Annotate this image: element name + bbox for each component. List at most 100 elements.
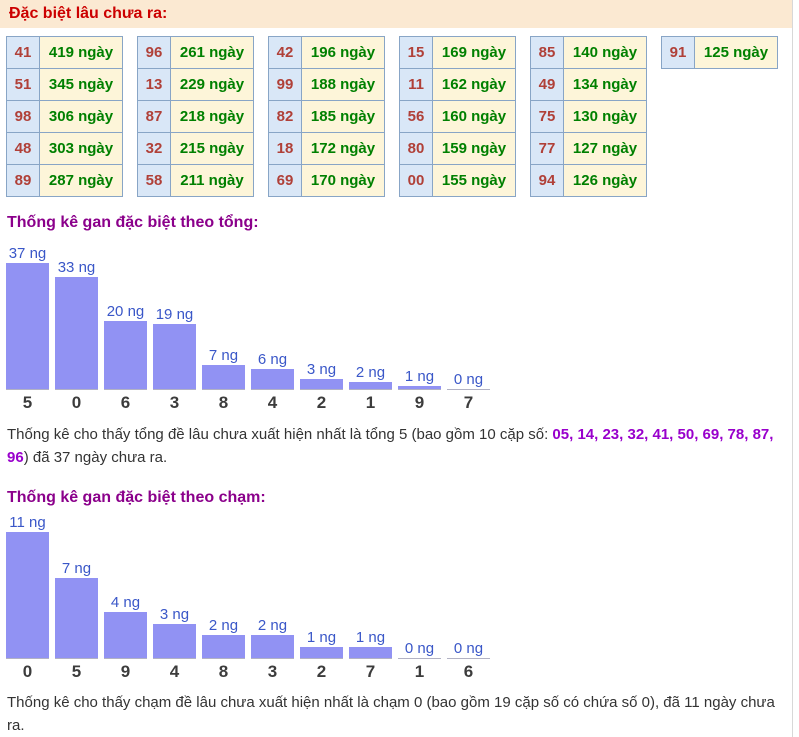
pair-number-cell: 94 [530,164,564,197]
bar-category-label: 0 [71,393,82,412]
pair-number-cell: 82 [268,100,302,133]
bar [153,324,196,389]
table-row: 48 303 ngày [6,132,123,165]
gan-table: 15 169 ngày 11 162 ngày 56 160 ngày 80 159 ngày… [399,36,516,197]
bar [251,635,294,658]
bar [251,369,294,389]
bar-category-label: 4 [169,662,180,681]
pair-number-cell: 42 [268,36,302,69]
pair-number-cell: 96 [137,36,171,69]
pair-number-cell: 89 [6,164,40,197]
pair-number-cell: 00 [399,164,433,197]
table-row: 41 419 ngày [6,36,123,69]
bar-column: 0 ng 1 [398,514,441,682]
bar-stack: 19 ng [153,245,196,390]
table-row: 77 127 ngày [530,132,647,165]
days-count-cell: 162 ngày [432,68,516,101]
gan-table: 91 125 ngày [661,36,778,69]
bar-value-label: 1 ng [404,368,435,385]
bar-category-label: 5 [22,393,33,412]
bar-stack: 1 ng [398,245,441,390]
table-row: 11 162 ngày [399,68,516,101]
bar-stack: 3 ng [300,245,343,390]
bar-category-label: 4 [267,393,278,412]
bar-stack: 2 ng [202,514,245,659]
bar-value-label: 7 ng [208,347,239,364]
pair-number-cell: 32 [137,132,171,165]
tong-chart-title: Thống kê gan đặc biệt theo tổng: [7,214,259,231]
bar [104,612,147,658]
bar-column: 2 ng 1 [349,245,392,413]
gan-table-section: 41 419 ngày 51 345 ngày 98 306 ngày 48 303 ngày… [6,36,792,197]
bar-value-label: 0 ng [404,640,435,657]
bar-value-label: 37 ng [8,245,47,262]
days-count-cell: 188 ngày [301,68,385,101]
bar-stack: 33 ng [55,245,98,390]
table-row: 49 134 ngày [530,68,647,101]
cham-chart-title: Thống kê gan đặc biệt theo chạm: [7,489,266,506]
bar-stack: 3 ng [153,514,196,659]
bar-value-label: 19 ng [155,306,194,323]
cham-bar-chart: 11 ng 0 7 ng 5 4 ng 9 3 ng 4 2 ng 8 2 ng 3 1 ng 2 1 ng… [6,514,792,682]
table-row: 69 170 ngày [268,164,385,197]
bar-value-label: 6 ng [257,351,288,368]
bar [349,647,392,658]
days-count-cell: 185 ngày [301,100,385,133]
bar-category-label: 5 [71,662,82,681]
bar [104,321,147,389]
table-row: 96 261 ngày [137,36,254,69]
bar [398,386,441,389]
days-count-cell: 169 ngày [432,36,516,69]
bar-column: 4 ng 9 [104,514,147,682]
page-title: Đặc biệt lâu chưa ra: [9,5,168,22]
bar-column: 3 ng 2 [300,245,343,413]
days-count-cell: 345 ngày [39,68,123,101]
bar-column: 19 ng 3 [153,245,196,413]
days-count-cell: 287 ngày [39,164,123,197]
bar-category-label: 8 [218,662,229,681]
bar-category-label: 3 [267,662,278,681]
bar-value-label: 4 ng [110,594,141,611]
bar [349,382,392,389]
gan-table: 41 419 ngày 51 345 ngày 98 306 ngày 48 303 ngày… [6,36,123,197]
gan-table: 96 261 ngày 13 229 ngày 87 218 ngày 32 215 ngày… [137,36,254,197]
bar-value-label: 20 ng [106,303,145,320]
pair-number-cell: 13 [137,68,171,101]
header-strip: Đặc biệt lâu chưa ra: [0,0,792,28]
bar-category-label: 3 [169,393,180,412]
pair-number-cell: 75 [530,100,564,133]
bar-stack: 7 ng [55,514,98,659]
bar-stack: 6 ng [251,245,294,390]
bar-category-label: 2 [316,393,327,412]
pair-number-cell: 91 [661,36,695,69]
pair-number-cell: 99 [268,68,302,101]
days-count-cell: 126 ngày [563,164,647,197]
bar [202,635,245,658]
bar-stack: 0 ng [447,514,490,659]
bar-column: 1 ng 7 [349,514,392,682]
days-count-cell: 125 ngày [694,36,778,69]
bar-category-label: 6 [120,393,131,412]
days-count-cell: 170 ngày [301,164,385,197]
pair-number-cell: 85 [530,36,564,69]
bar-stack: 37 ng [6,245,49,390]
bar-stack: 11 ng [6,514,49,659]
bar-value-label: 2 ng [208,617,239,634]
table-row: 00 155 ngày [399,164,516,197]
bar-category-label: 0 [22,662,33,681]
table-row: 13 229 ngày [137,68,254,101]
tong-paragraph-before: Thống kê cho thấy tổng đề lâu chưa xuất … [7,426,553,443]
pair-number-cell: 56 [399,100,433,133]
bar [300,647,343,658]
days-count-cell: 229 ngày [170,68,254,101]
pair-number-cell: 49 [530,68,564,101]
bar-value-label: 33 ng [57,259,96,276]
bar-column: 0 ng 7 [447,245,490,413]
bar-category-label: 8 [218,393,229,412]
bar-value-label: 2 ng [355,364,386,381]
days-count-cell: 140 ngày [563,36,647,69]
bar [300,379,343,389]
cham-paragraph: Thống kê cho thấy chạm đề lâu chưa xuất … [7,694,775,734]
bar-value-label: 0 ng [453,371,484,388]
table-row: 58 211 ngày [137,164,254,197]
